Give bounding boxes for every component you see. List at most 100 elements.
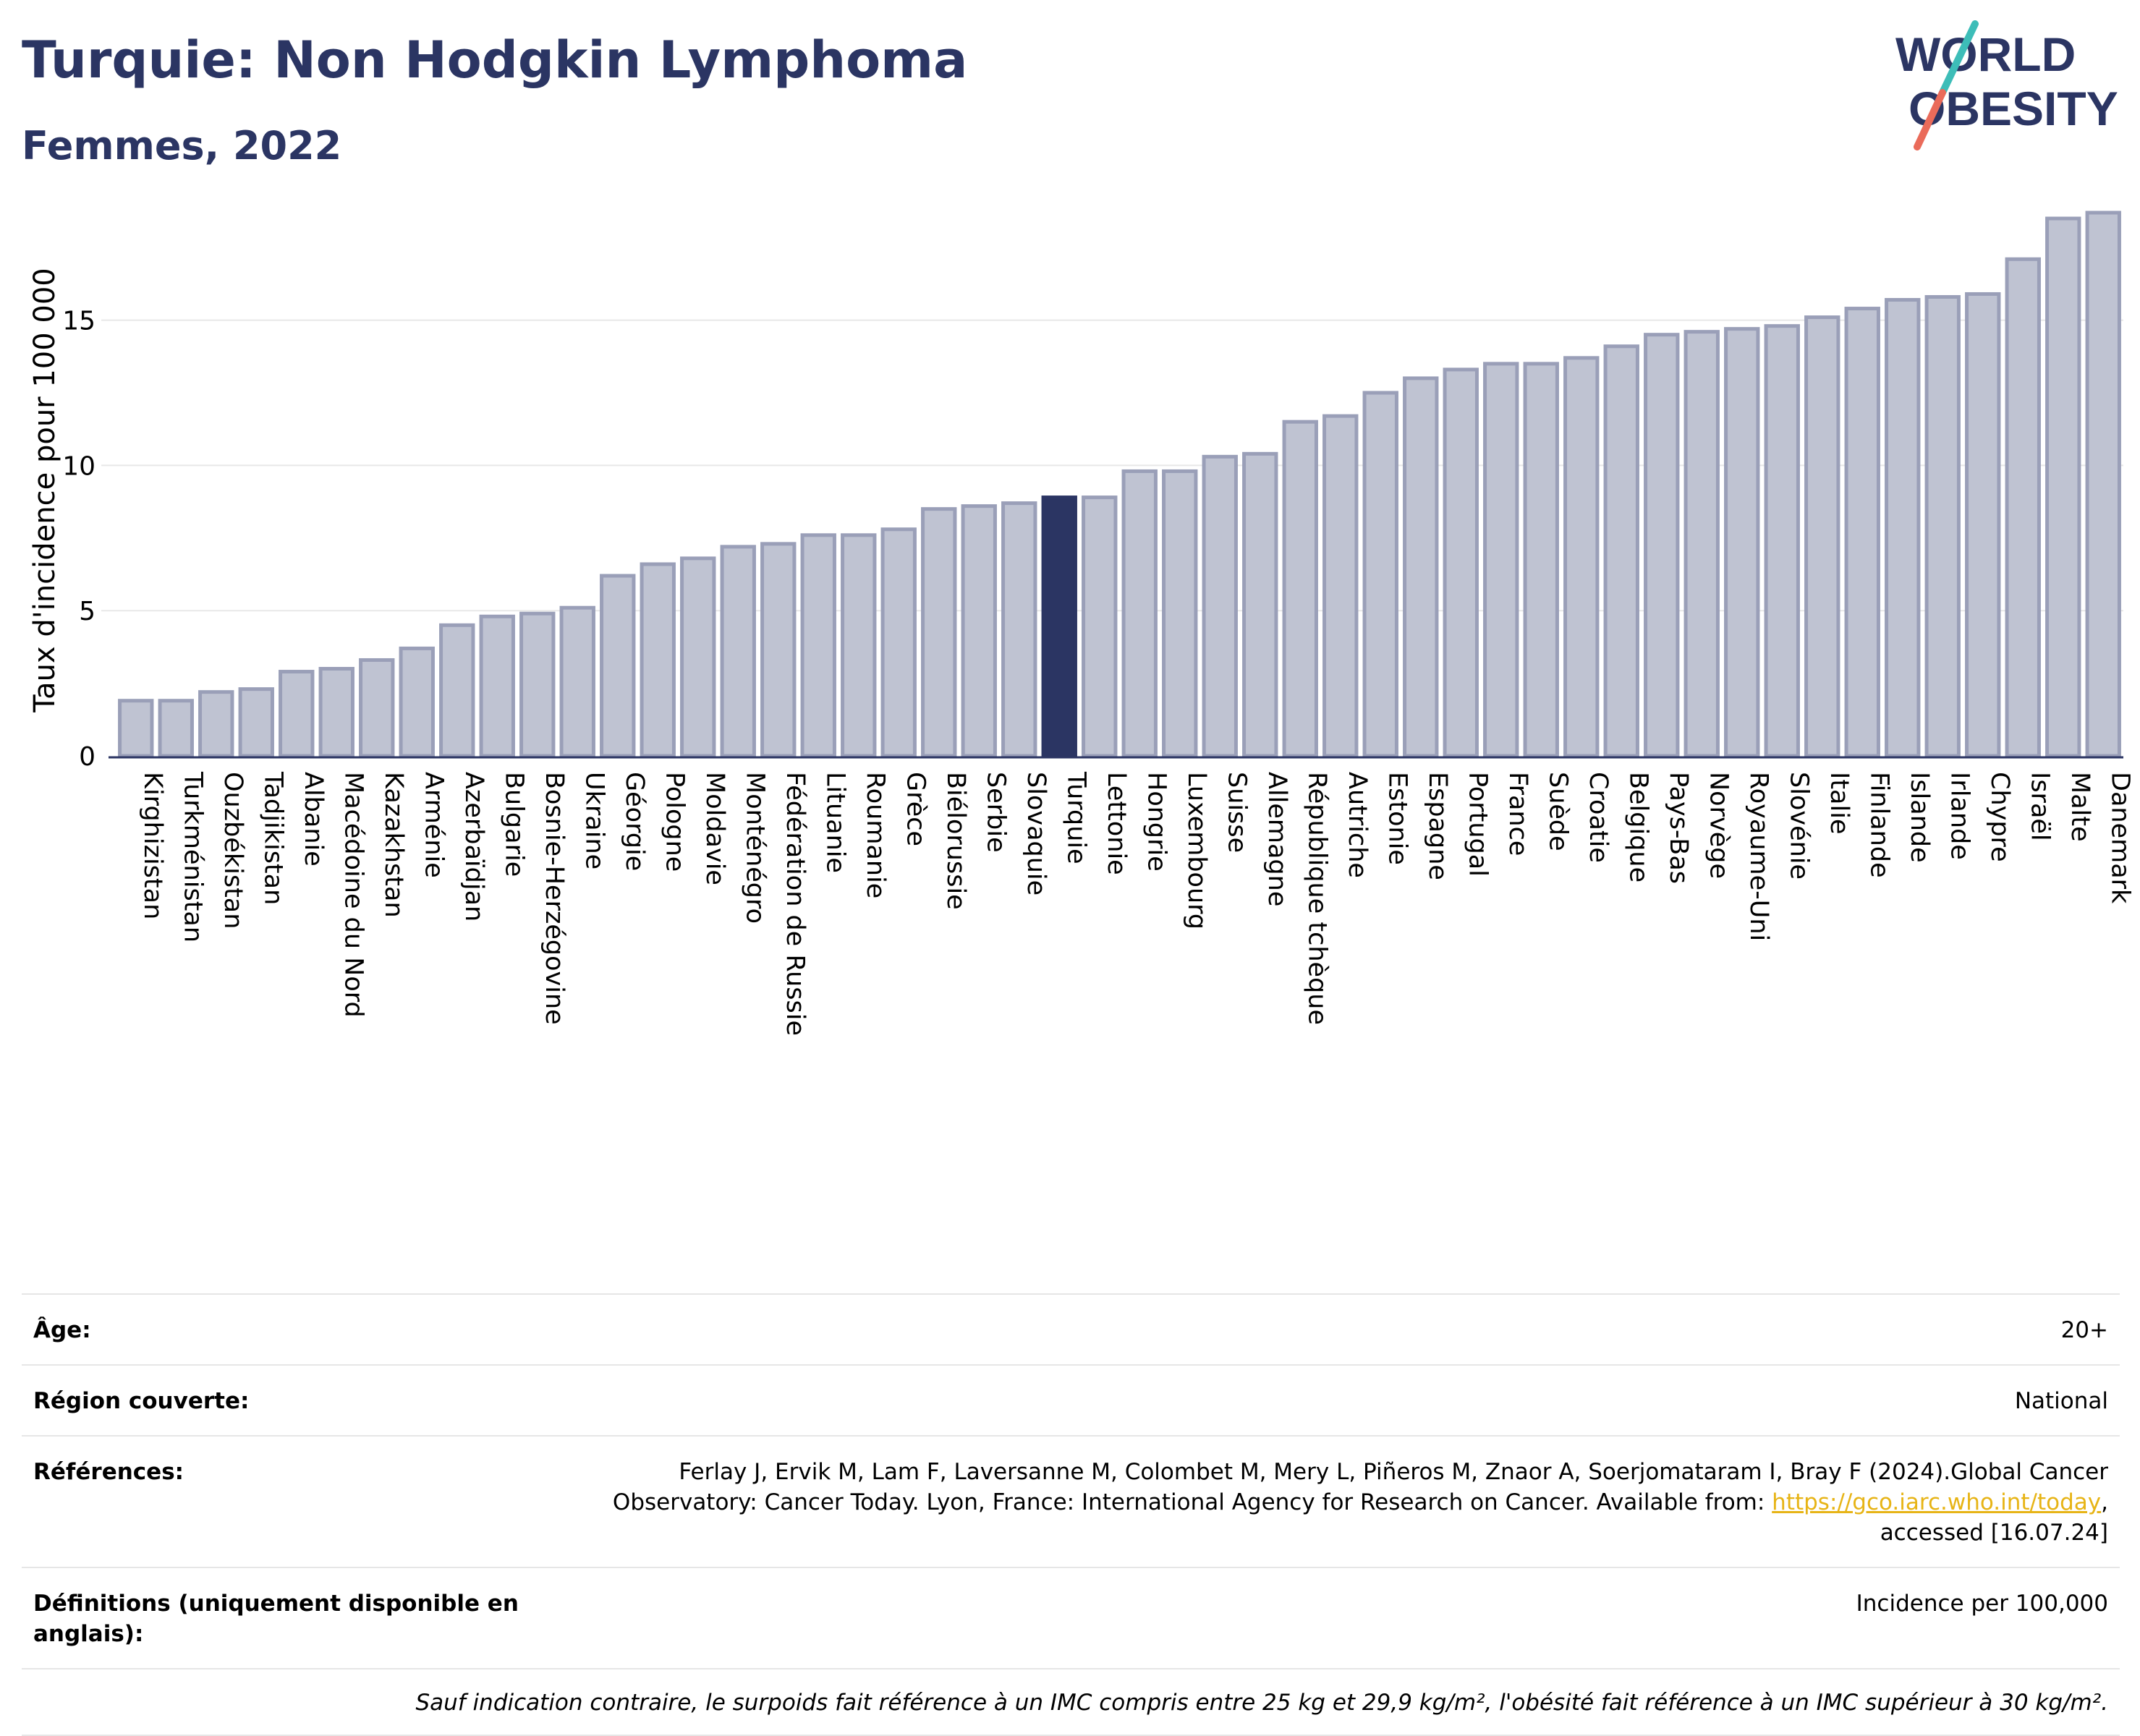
x-tick-label: Portugal (1463, 772, 1492, 877)
world-obesity-logo: WORLD OBESITY (1895, 20, 2118, 150)
bar (1683, 330, 1720, 758)
bar (1082, 495, 1118, 758)
x-tick-label: Kazakhstan (379, 772, 408, 918)
logo-slash-red (1914, 89, 1946, 150)
x-tick-label: Belgique (1623, 772, 1652, 882)
region-label: Région couverte: (33, 1388, 250, 1414)
x-tick-label: Pologne (660, 772, 689, 872)
logo-slash-teal (1939, 20, 1979, 96)
x-tick-label: Turkménistan (178, 771, 207, 943)
x-tick-label: Roumanie (861, 772, 890, 898)
x-tick-labels: Kirghizistan Turkménistan Ouzbékistan Tadji… (138, 771, 2135, 1036)
x-tick-label: Slovaquie (1022, 772, 1050, 895)
bar (1121, 469, 1158, 758)
bar (1162, 469, 1198, 758)
x-tick-label: Kirghizistan (138, 772, 167, 919)
references-text-4: accessed [16.07.24] (1880, 1520, 2108, 1546)
bar (1844, 307, 1880, 758)
bar (318, 667, 354, 758)
x-tick-label: Ukraine (579, 772, 608, 869)
bar (359, 658, 395, 758)
references-text-1: Ferlay J, Ervik M, Lam F, Laversanne M, … (679, 1459, 2108, 1485)
x-tick-label: Arménie (419, 772, 448, 878)
bar (961, 504, 997, 758)
x-tick-label: Norvège (1704, 772, 1733, 879)
chart-title: Turquie: Non Hodgkin Lymphoma (22, 30, 968, 90)
x-tick-label: Tadjikistan (258, 771, 287, 905)
x-tick-label: Grèce (901, 772, 930, 846)
y-tick-label: 5 (79, 597, 95, 626)
x-tick-label: Lettonie (1102, 772, 1131, 875)
age-label: Âge: (33, 1317, 91, 1343)
bar (519, 611, 556, 758)
info-row-note: Sauf indication contraire, le surpoids f… (22, 1668, 2120, 1736)
bar (1242, 451, 1278, 758)
x-tick-label: Islande (1905, 772, 1934, 863)
references-text-3: , (2101, 1489, 2108, 1515)
x-tick-label: Biélorussie (941, 772, 970, 910)
bar (1041, 495, 1077, 758)
bar (559, 605, 595, 758)
definitions-value: Incidence per 100,000 (1856, 1591, 2108, 1617)
x-tick-label: Bosnie-Herzégovine (540, 772, 569, 1025)
x-tick-label: République tchèque (1302, 772, 1331, 1025)
bar (2085, 210, 2121, 758)
y-tick-labels: 0 5 10 15 (62, 307, 95, 772)
x-tick-label: Chypre (1985, 772, 2014, 862)
x-tick-label: Pays-Bas (1664, 772, 1693, 884)
references-link[interactable]: https://gco.iarc.who.int/today (1772, 1489, 2102, 1515)
x-tick-label: Autriche (1343, 772, 1372, 878)
bar (1644, 333, 1680, 758)
bar (880, 527, 917, 758)
x-tick-label: Monténégro (740, 772, 769, 924)
x-tick-label: Finlande (1864, 772, 1893, 878)
bar-chart: Kirghizistan Turkménistan Ouzbékistan Tadji… (28, 210, 2135, 1036)
bar (1603, 344, 1639, 758)
bar (399, 646, 435, 758)
references-value: Ferlay J, Ervik M, Lam F, Laversanne M, … (525, 1457, 2108, 1548)
bar (1764, 324, 1800, 758)
y-axis-label: Taux d'incidence pour 100 000 (28, 268, 61, 712)
references-label: Références: (33, 1459, 184, 1485)
bar (1924, 294, 1961, 758)
x-tick-label: Luxembourg (1182, 772, 1211, 929)
x-tick-label: Israël (2025, 772, 2054, 841)
x-tick-label: Turquie (1061, 771, 1090, 864)
bar (2005, 257, 2041, 758)
definitions-label: Définitions (uniquement disponible en an… (33, 1591, 519, 1647)
x-tick-label: Bulgarie (499, 772, 528, 877)
x-tick-label: Italie (1825, 772, 1854, 834)
x-tick-label: Fédération de Russie (781, 772, 810, 1036)
bar (238, 687, 274, 758)
y-tick-label: 15 (62, 307, 95, 336)
bar (760, 542, 797, 758)
info-row-references: Références: Ferlay J, Ervik M, Lam F, La… (22, 1435, 2120, 1567)
bar (479, 614, 515, 758)
bar (2045, 216, 2081, 758)
x-tick-label: Suisse (1222, 772, 1251, 853)
x-tick-label: Serbie (981, 772, 1010, 853)
bar (720, 545, 756, 758)
bar (1443, 367, 1479, 758)
x-tick-label: Estonie (1383, 772, 1411, 865)
x-tick-label: Macédoine du Nord (339, 772, 368, 1018)
info-row-age: Âge: 20+ (22, 1293, 2120, 1364)
bar (1965, 292, 2001, 758)
x-tick-label: Espagne (1423, 772, 1452, 880)
logo-line-1: WORLD (1895, 27, 2076, 81)
bar (118, 699, 154, 758)
footnote: Sauf indication contraire, le surpoids f… (415, 1690, 2108, 1716)
region-value: National (2014, 1388, 2108, 1414)
chart-subtitle: Femmes, 2022 (22, 123, 342, 169)
x-tick-label: Hongrie (1142, 772, 1171, 872)
bar (439, 623, 475, 758)
bar (640, 562, 676, 758)
x-tick-label: Royaume-Uni (1744, 772, 1773, 941)
y-tick-label: 0 (79, 742, 95, 772)
x-tick-label: Allemagne (1262, 772, 1291, 906)
bar (1483, 362, 1519, 758)
bar (158, 699, 194, 758)
x-tick-label: Azerbaïdjan (459, 772, 488, 922)
bar (600, 574, 636, 758)
x-tick-label: Slovénie (1784, 772, 1813, 880)
